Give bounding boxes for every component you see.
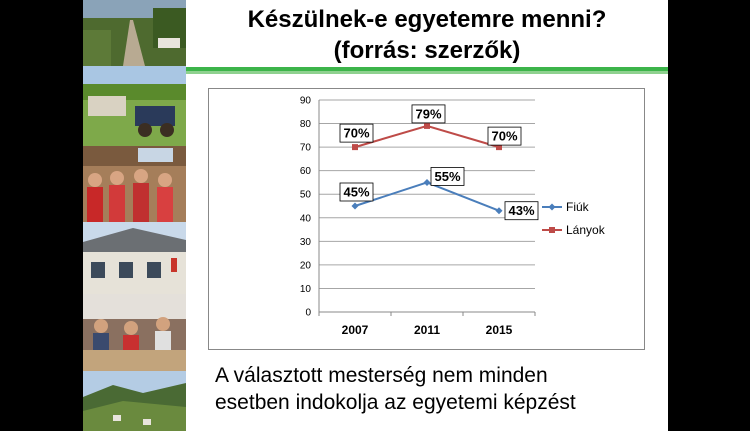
y-tick-label-70: 70 — [300, 143, 312, 154]
caption-line-2: esetben indokolja az egyetemi képzést — [215, 391, 576, 414]
data-label-box-0-2 — [504, 201, 539, 221]
legend-marker-1 — [549, 227, 555, 233]
data-label-1-1: 79% — [415, 106, 441, 121]
chart-svg: 0 10 20 30 40 50 60 70 80 90 2007 2011 2015 45% 55% 43%… — [208, 88, 645, 350]
y-tick-label-50: 50 — [300, 190, 312, 201]
data-label-box-0-1 — [430, 167, 465, 186]
series-1-marker-1 — [424, 122, 430, 129]
data-label-box-1-2 — [487, 126, 522, 146]
series-1-marker-0 — [352, 144, 358, 151]
series-1-marker-2 — [496, 144, 502, 151]
y-tick-label-90: 90 — [300, 96, 312, 107]
x-tick-label-2015: 2015 — [486, 323, 513, 337]
series-0-marker-1 — [423, 178, 431, 186]
x-tick-label-2011: 2011 — [414, 323, 440, 337]
caption: A választott mesterség nem minden esetbe… — [215, 362, 665, 416]
y-tick-label-80: 80 — [300, 119, 312, 130]
horse-cart-photo — [83, 66, 186, 146]
series-0-marker-0 — [351, 202, 359, 210]
slide-title: Készülnek-e egyetemre menni? (forrás: sz… — [186, 4, 668, 66]
title-line-1: Készülnek-e egyetemre menni? — [247, 6, 607, 33]
line-chart: 0 10 20 30 40 50 60 70 80 90 2007 2011 2015 45% 55% 43%… — [208, 88, 645, 350]
chart-frame — [208, 88, 645, 350]
x-tick-label-2007: 2007 — [342, 323, 369, 337]
caption-line-1: A választott mesterség nem minden — [215, 364, 548, 387]
y-tick-label-30: 30 — [300, 237, 312, 248]
legend-label-0: Fiúk — [566, 200, 590, 214]
title-line-2: (forrás: szerzők) — [333, 37, 521, 64]
y-tick-label-20: 20 — [300, 260, 312, 271]
series-0-marker-2 — [495, 207, 503, 215]
village-road-photo — [83, 0, 186, 66]
title-underline — [186, 67, 668, 71]
data-label-box-0-0 — [339, 182, 374, 202]
legend-label-1: Lányok — [566, 223, 606, 237]
school-building-photo — [83, 222, 186, 294]
y-tick-label-60: 60 — [300, 166, 312, 177]
legend-marker-0 — [548, 203, 556, 211]
data-label-box-1-0 — [339, 123, 374, 143]
title-underline-light — [186, 71, 668, 74]
y-tick-label-0: 0 — [305, 308, 311, 319]
y-tick-label-10: 10 — [300, 284, 312, 295]
data-label-0-1: 55% — [434, 169, 460, 184]
data-label-1-0: 70% — [343, 126, 369, 141]
slide: Készülnek-e egyetemre menni? (forrás: sz… — [83, 0, 668, 431]
data-label-0-0: 45% — [343, 185, 369, 200]
data-label-box-1-1 — [411, 104, 446, 124]
photo-strip — [83, 0, 186, 431]
students-writing-photo — [83, 294, 186, 371]
data-label-0-2: 43% — [508, 203, 534, 218]
data-label-1-2: 70% — [491, 129, 517, 144]
classroom-students-photo — [83, 146, 186, 222]
y-tick-label-40: 40 — [300, 213, 312, 224]
mountain-landscape-photo — [83, 371, 186, 431]
